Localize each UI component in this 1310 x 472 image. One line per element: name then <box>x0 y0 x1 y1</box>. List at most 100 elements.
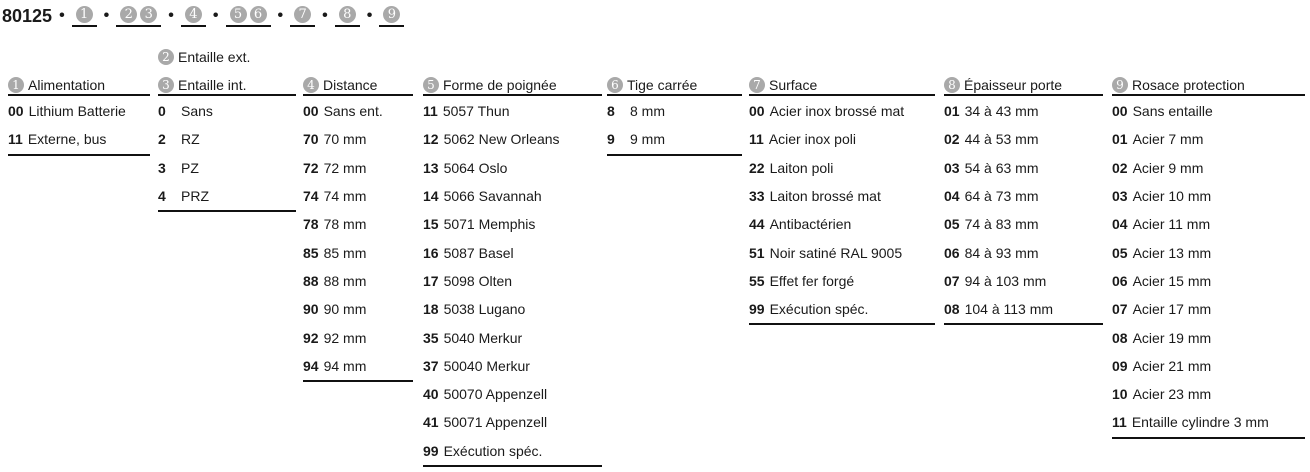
option-label: 84 à 93 mm <box>964 244 1039 261</box>
option-list: 00 Sans ent. 70 70 mm 72 72 mm 74 74 mm 78 78 mm 8… <box>303 96 413 382</box>
option-label: 50071 Appenzell <box>443 414 548 431</box>
list-item: 9 9 mm <box>607 125 742 153</box>
option-code: 44 <box>749 216 765 233</box>
option-label: 64 à 73 mm <box>964 188 1039 205</box>
option-label: 5087 Basel <box>443 244 514 261</box>
option-label: 85 mm <box>323 244 367 261</box>
number-circle-icon: 3 <box>158 77 174 93</box>
list-item: 10 Acier 23 mm <box>1112 380 1305 408</box>
option-label: 88 mm <box>323 272 367 289</box>
list-item: 2 RZ <box>158 125 296 153</box>
option-code: 17 <box>423 272 439 289</box>
option-code: 05 <box>944 216 960 233</box>
column-header: 2 Entaille ext. 3 Entaille int. <box>158 48 296 96</box>
header-label: 5 Forme de poignée <box>423 76 557 94</box>
option-label: Antibactérien <box>769 216 852 233</box>
header-label: 2 Entaille ext. <box>158 48 250 66</box>
code-slot: 8 <box>334 5 360 27</box>
header-label: 3 Entaille int. <box>158 76 246 94</box>
list-item: 04 64 à 73 mm <box>944 182 1103 210</box>
option-label: 34 à 43 mm <box>964 103 1039 120</box>
option-label: 44 à 53 mm <box>964 131 1039 148</box>
separator-dot: • <box>59 7 65 24</box>
list-item: 12 5062 New Orleans <box>423 125 602 153</box>
option-code: 14 <box>423 188 439 205</box>
header-label: 4 Distance <box>303 76 377 94</box>
option-label: 5098 Olten <box>443 272 513 289</box>
option-list: 00 Lithium Batterie 11 Externe, bus <box>8 96 150 156</box>
number-circle-icon: 6 <box>607 77 623 93</box>
option-code: 11 <box>423 103 438 120</box>
list-item: 18 5038 Lugano <box>423 295 602 323</box>
list-item: 11 Externe, bus <box>8 125 150 153</box>
option-code: 90 <box>303 301 319 318</box>
list-item: 00 Acier inox brossé mat <box>749 97 935 125</box>
option-code: 2 <box>158 131 166 148</box>
option-label: Exécution spéc. <box>443 442 543 459</box>
option-code: 99 <box>423 442 439 459</box>
number-circle-icon: 4 <box>184 5 202 23</box>
option-code: 01 <box>944 103 960 120</box>
option-code: 04 <box>944 188 960 205</box>
list-item: 08 104 à 113 mm <box>944 295 1103 323</box>
option-label: 92 mm <box>323 329 367 346</box>
option-label: Acier 15 mm <box>1132 272 1212 289</box>
separator-dot: • <box>212 7 219 24</box>
option-label: Acier inox brossé mat <box>769 103 905 120</box>
list-item: 40 50070 Appenzell <box>423 380 602 408</box>
list-item: 37 50040 Merkur <box>423 352 602 380</box>
option-column: 9 Rosace protection 00 Sans entaille 01 Acier… <box>1112 48 1305 439</box>
option-code: 12 <box>423 131 439 148</box>
list-item: 00 Sans entaille <box>1112 97 1305 125</box>
list-item: 13 5064 Oslo <box>423 154 602 182</box>
option-label: 8 mm <box>630 103 665 120</box>
number-circle-icon: 1 <box>75 5 93 23</box>
list-item: 4 PRZ <box>158 182 296 210</box>
option-code: 33 <box>749 188 765 205</box>
option-code: 13 <box>423 159 439 176</box>
list-item: 11 Entaille cylindre 3 mm <box>1112 408 1305 436</box>
option-code: 15 <box>423 216 439 233</box>
option-label: Acier 23 mm <box>1132 386 1212 403</box>
list-item: 85 85 mm <box>303 238 413 266</box>
separator-dot: • <box>277 7 284 24</box>
list-item: 00 Sans ent. <box>303 97 413 125</box>
list-item: 99 Exécution spéc. <box>423 437 602 465</box>
list-item: 8 8 mm <box>607 97 742 125</box>
header-text: Alimentation <box>28 77 106 93</box>
option-label: PRZ <box>181 188 209 205</box>
list-item: 88 88 mm <box>303 267 413 295</box>
option-label: 78 mm <box>323 216 367 233</box>
list-item: 14 5066 Savannah <box>423 182 602 210</box>
list-item: 72 72 mm <box>303 154 413 182</box>
option-code: 51 <box>749 244 765 261</box>
number-circle-icon: 7 <box>749 77 765 93</box>
list-item: 90 90 mm <box>303 295 413 323</box>
list-item: 15 5071 Memphis <box>423 210 602 238</box>
number-circle-icon: 1 <box>8 77 24 93</box>
option-code: 00 <box>749 103 765 120</box>
option-code: 35 <box>423 329 439 346</box>
option-label: 5066 Savannah <box>443 188 542 205</box>
option-code: 92 <box>303 329 319 346</box>
number-circle-icon: 2 <box>120 5 138 23</box>
option-code: 00 <box>8 103 24 120</box>
column-header: 9 Rosace protection <box>1112 48 1305 96</box>
list-item: 94 94 mm <box>303 352 413 380</box>
option-code: 11 <box>1112 414 1127 431</box>
number-circle-icon: 2 <box>158 49 174 65</box>
list-item: 99 Exécution spéc. <box>749 295 935 323</box>
option-label: Sans <box>181 103 213 120</box>
option-code: 07 <box>944 272 960 289</box>
option-code: 41 <box>423 414 439 431</box>
option-code: 8 <box>607 103 615 120</box>
option-list: 0 Sans 2 RZ 3 PZ 4 PRZ <box>158 96 296 213</box>
column-header: 6 Tige carrée <box>607 48 742 96</box>
list-item: 07 Acier 17 mm <box>1112 295 1305 323</box>
list-item: 09 Acier 21 mm <box>1112 352 1305 380</box>
number-circle-icon: 8 <box>944 77 960 93</box>
column-header: 5 Forme de poignée <box>423 48 602 96</box>
option-code: 01 <box>1112 131 1128 148</box>
list-item: 02 Acier 9 mm <box>1112 154 1305 182</box>
